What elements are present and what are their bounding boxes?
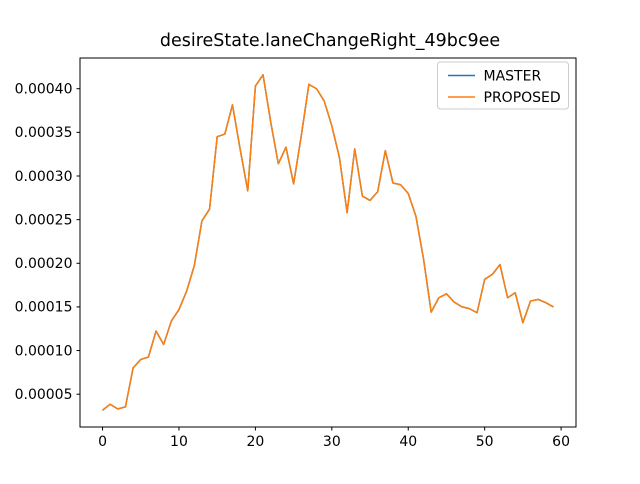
y-tick-label: 0.00025 (15, 212, 73, 228)
y-tick-label: 0.00005 (15, 387, 73, 403)
x-tick-label: 40 (399, 434, 417, 450)
legend-master-label: MASTER (484, 68, 542, 84)
x-tick-label: 30 (323, 434, 341, 450)
x-tick-label: 20 (246, 434, 264, 450)
x-axis-ticks: 0 10 20 30 40 50 60 (98, 427, 570, 450)
y-axis-ticks: 0.00005 0.00010 0.00015 0.00020 0.00025 0.000… (15, 82, 80, 403)
legend-proposed-label: PROPOSED (484, 90, 561, 106)
x-tick-label: 0 (98, 434, 107, 450)
legend: MASTER PROPOSED (437, 61, 569, 110)
x-tick-label: 60 (552, 434, 570, 450)
chart-title: desireState.laneChangeRight_49bc9ee (160, 31, 500, 51)
x-tick-label: 50 (476, 434, 494, 450)
x-tick-label: 10 (170, 434, 188, 450)
series-lines (102, 74, 554, 411)
y-tick-label: 0.00030 (15, 169, 73, 185)
series-master-line (102, 74, 554, 411)
y-tick-label: 0.00020 (15, 256, 73, 272)
plot-area-border (79, 57, 577, 428)
y-tick-label: 0.00035 (15, 125, 73, 141)
y-tick-label: 0.00015 (15, 300, 73, 316)
y-tick-label: 0.00040 (15, 82, 73, 98)
y-tick-label: 0.00010 (15, 343, 73, 359)
series-proposed-line (102, 74, 554, 411)
